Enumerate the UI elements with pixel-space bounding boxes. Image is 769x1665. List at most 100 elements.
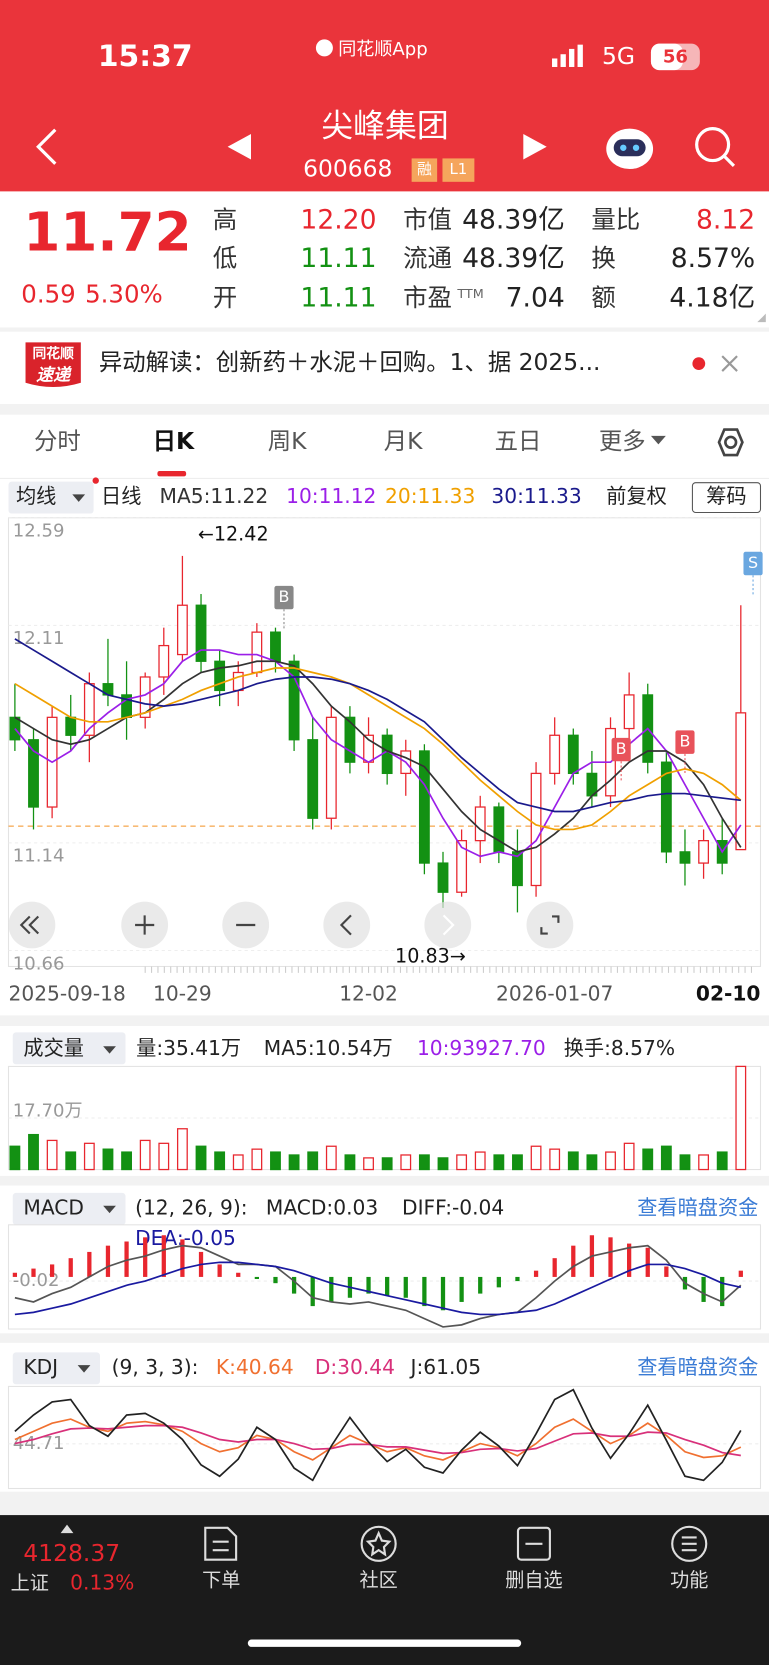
more-arrow (650, 435, 666, 445)
y-tick-label: 12.59 (13, 521, 65, 542)
prev-stock[interactable] (227, 133, 252, 160)
dark-pool-link[interactable]: 查看暗盘资金 (637, 1195, 758, 1219)
nav-label[interactable]: 社区 (360, 1569, 398, 1592)
close-news[interactable] (721, 355, 738, 372)
macd-bar (12, 1272, 18, 1277)
macd-params: (12, 26, 9): (135, 1195, 247, 1219)
index-name[interactable]: 上证 (11, 1572, 49, 1595)
volume-bar (214, 1151, 226, 1171)
stat-value: 48.39亿 (462, 205, 565, 236)
candle-body (270, 631, 281, 662)
volume-bar (270, 1151, 281, 1171)
volume-bar (605, 1151, 616, 1171)
volume-ma10: 10:93927.70 (417, 1036, 546, 1060)
trade-marker-text: B (680, 732, 691, 751)
stock-code: 600668 (303, 155, 392, 183)
kdj-line (14, 1388, 742, 1482)
high-label: ←12.42 (198, 522, 269, 545)
dropdown-arrow (103, 1046, 116, 1054)
volume-bar (586, 1154, 598, 1171)
volume-bar (46, 1139, 58, 1171)
volume-bar (418, 1154, 430, 1171)
ma5-value: MA5:11.22 (160, 484, 269, 508)
macd-bar (533, 1270, 539, 1277)
expand[interactable] (757, 313, 766, 323)
home-indicator (247, 1639, 522, 1647)
adjust[interactable]: 前复权 (606, 484, 667, 508)
kdj-button-text[interactable]: KDJ (23, 1355, 58, 1379)
macd-value: MACD:0.03 (266, 1195, 378, 1219)
volume-bar (660, 1145, 672, 1171)
index-pct[interactable]: 0.13% (70, 1571, 134, 1595)
chips-button[interactable] (691, 482, 762, 514)
turnover: 换手:8.57% (564, 1036, 675, 1060)
diff-value: DIFF:-0.04 (402, 1195, 504, 1219)
volume-bar (102, 1148, 114, 1171)
volume-bar (325, 1145, 337, 1171)
tab[interactable]: 更多 (599, 427, 646, 455)
macd-bar (608, 1237, 613, 1277)
next-stock[interactable] (523, 133, 547, 160)
index-arrow (60, 1524, 74, 1534)
nav-label[interactable]: 功能 (670, 1569, 708, 1592)
divider (0, 1015, 769, 1027)
volume-bar (512, 1154, 523, 1171)
back-button[interactable] (36, 128, 57, 165)
search-icon[interactable] (695, 127, 736, 167)
nav-label[interactable]: 删自选 (505, 1569, 562, 1592)
y-tick-label: 10.66 (13, 953, 65, 974)
ma-button-text[interactable]: 均线 (16, 484, 56, 508)
tab[interactable]: 五日 (495, 427, 542, 455)
news-text[interactable]: 异动解读：创新药＋水泥＋回购。1、据 2025... (99, 348, 601, 376)
macd-button[interactable] (12, 1192, 126, 1225)
volume-bar (9, 1145, 21, 1171)
chart-nav-button[interactable] (323, 901, 371, 949)
macd-bar (105, 1245, 111, 1277)
candle-body (549, 734, 561, 775)
chart-nav-button[interactable] (526, 901, 574, 949)
volume-bar (437, 1157, 449, 1171)
change: 0.59 (21, 280, 75, 309)
chart-nav-button[interactable] (8, 901, 56, 949)
nav-label[interactable]: 下单 (202, 1569, 240, 1592)
chart-nav-icon (442, 914, 455, 936)
nav-icons (204, 1525, 708, 1562)
stat-value: 8.57% (671, 243, 755, 274)
macd-bar (161, 1235, 166, 1277)
stat-sup: TTM (456, 287, 483, 302)
tab[interactable]: 分时 (34, 427, 81, 455)
ma10-value: 10:11.12 (286, 484, 376, 508)
macd-bar (422, 1276, 427, 1307)
j-value: J:61.05 (409, 1355, 482, 1379)
macd-bar (645, 1247, 650, 1277)
candle-body (251, 631, 263, 674)
change-pct: 5.30% (85, 280, 163, 309)
candle-body (679, 851, 691, 864)
tab[interactable]: 月K (384, 427, 423, 455)
robot-icon[interactable] (606, 128, 654, 170)
volume-button[interactable] (12, 1032, 126, 1065)
volume-button-text[interactable]: 成交量 (23, 1036, 84, 1060)
ma-button[interactable] (8, 481, 94, 514)
macd-bar (291, 1276, 297, 1294)
macd-bar (459, 1276, 464, 1302)
x-tick-label: 02-10 (696, 982, 761, 1006)
tab[interactable]: 周K (268, 427, 307, 455)
settings-icon[interactable] (717, 428, 744, 457)
stat-value: 4.18亿 (669, 282, 755, 313)
macd-bar (68, 1258, 73, 1277)
macd-bar (180, 1239, 185, 1277)
dark-pool-link[interactable]: 查看暗盘资金 (637, 1355, 758, 1379)
index-value[interactable]: 4128.37 (23, 1539, 120, 1567)
chips-text[interactable]: 筹码 (706, 484, 746, 508)
candle-body (381, 734, 393, 775)
macd-bar (143, 1237, 148, 1277)
kdj-button[interactable] (12, 1352, 100, 1385)
candle-body (437, 862, 449, 893)
tab[interactable]: 日K (153, 427, 195, 455)
macd-bar (701, 1276, 706, 1302)
chart-nav-button[interactable] (424, 901, 472, 949)
ma20-value: 20:11.33 (385, 484, 475, 508)
kdj-line (14, 1424, 741, 1457)
macd-button-text[interactable]: MACD (23, 1195, 84, 1219)
